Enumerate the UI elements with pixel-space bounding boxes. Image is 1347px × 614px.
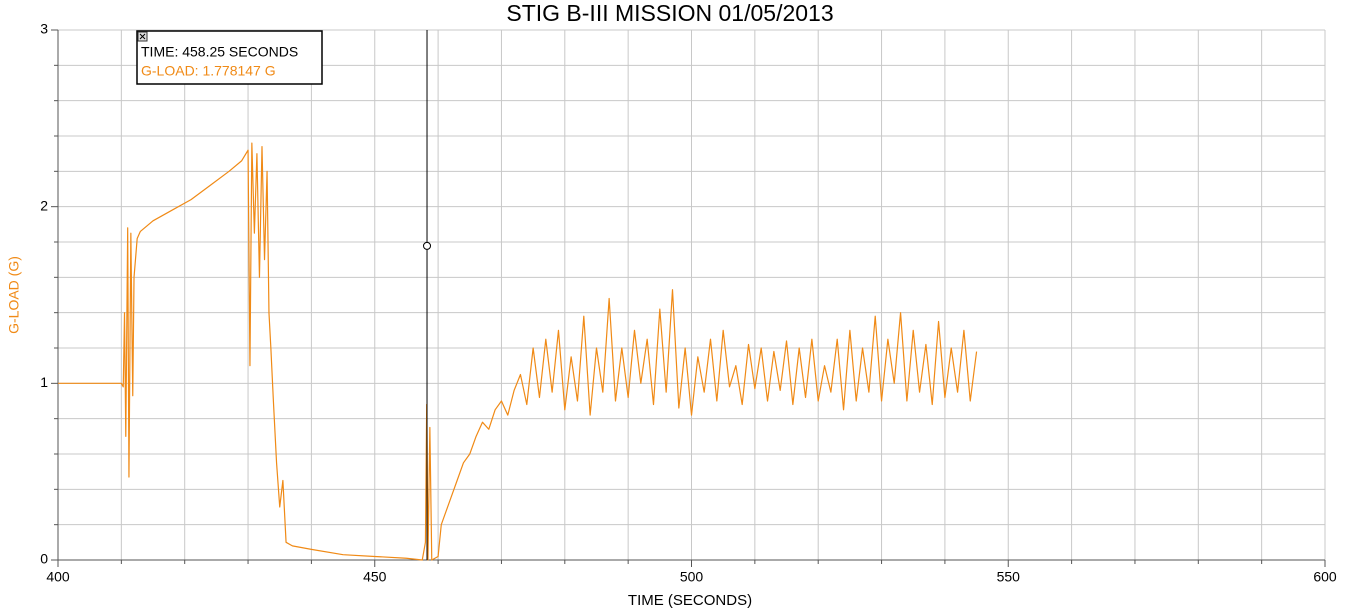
y-tick-label: 1 <box>40 374 48 390</box>
data-line <box>58 142 978 561</box>
close-icon-x <box>139 33 146 40</box>
x-tick-label: 600 <box>1313 569 1337 585</box>
x-axis-label: TIME (SECONDS) <box>628 592 752 609</box>
x-tick-label: 500 <box>680 569 704 585</box>
y-tick-label: 0 <box>40 551 48 567</box>
cursor-point <box>423 241 432 250</box>
x-tick-label: 400 <box>46 569 70 585</box>
y-axis-label: G-LOAD (G) <box>6 256 22 334</box>
y-tick-label: 2 <box>40 197 48 213</box>
y-tick-label: 3 <box>40 21 48 37</box>
annotation-box <box>136 30 323 85</box>
x-tick-label: 550 <box>997 569 1021 585</box>
chart-title: STIG B-III MISSION 01/05/2013 <box>506 0 833 26</box>
x-tick-label: 450 <box>363 569 387 585</box>
annotation-time: TIME: 458.25 SECONDS <box>141 44 298 60</box>
annotation-value: G-LOAD: 1.778147 G <box>141 63 276 79</box>
